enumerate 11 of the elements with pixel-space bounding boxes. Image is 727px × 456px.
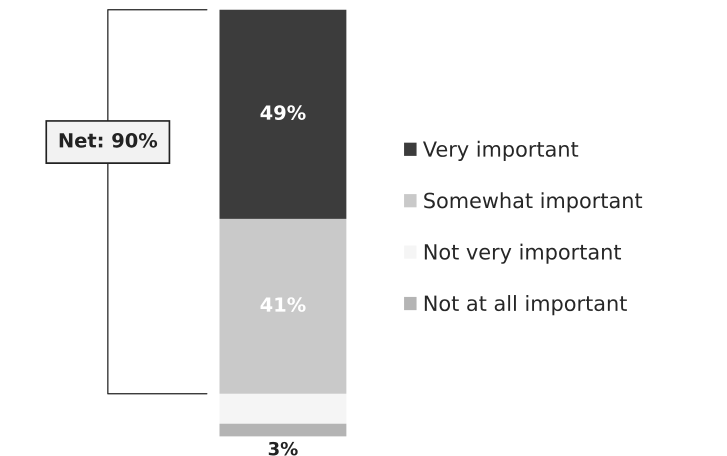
data-label: 3% bbox=[268, 442, 298, 456]
text: Net: 90% bbox=[60, 132, 158, 148]
bar bbox=[219, 394, 346, 424]
bar bbox=[219, 10, 346, 219]
legend-label: Not very important bbox=[424, 244, 622, 264]
legend-label: Not at all important bbox=[424, 295, 627, 316]
legend-label: Very important bbox=[422, 140, 578, 161]
legend-label: Somewhat important bbox=[424, 192, 642, 212]
bar bbox=[219, 424, 346, 436]
bar bbox=[219, 218, 346, 394]
data-label: 49% bbox=[260, 105, 306, 120]
